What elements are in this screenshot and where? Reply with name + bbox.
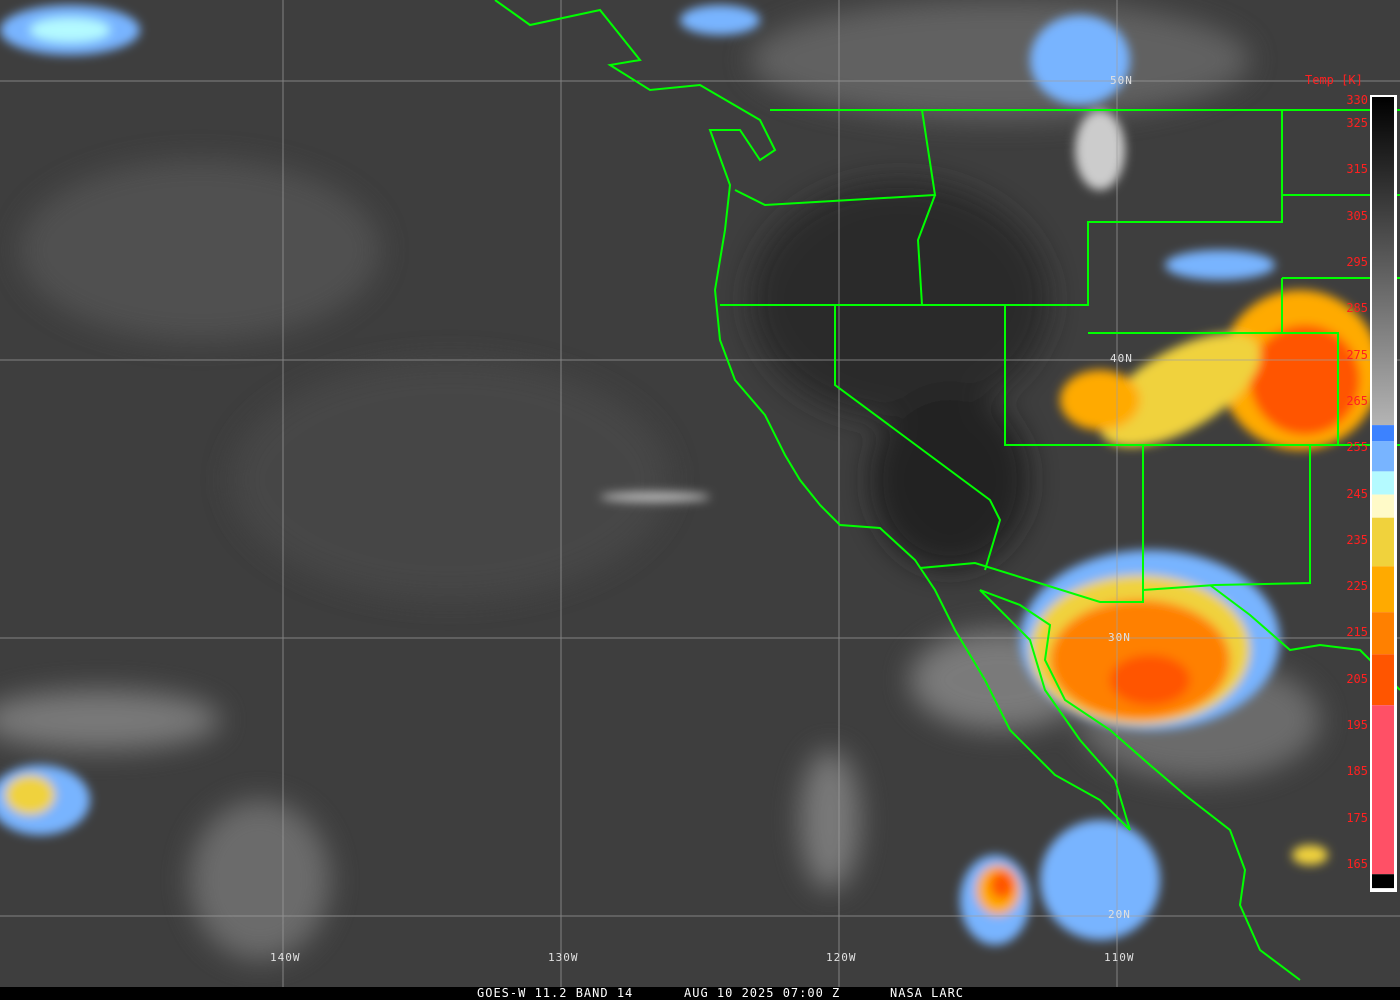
colorbar-segment xyxy=(1372,612,1394,655)
colorbar-segment xyxy=(1372,654,1394,706)
colorbar-tick-label: 225 xyxy=(1346,579,1368,594)
footer-bar: GOES-W 11.2 BAND 14 AUG 10 2025 07:00 Z … xyxy=(0,987,1400,1000)
colorbar-tick-label: 325 xyxy=(1346,116,1368,131)
lat-label-20n: 20N xyxy=(1108,908,1131,921)
datetime-label: AUG 10 2025 07:00 Z xyxy=(684,986,841,1000)
colorbar-tick-label: 255 xyxy=(1346,440,1368,455)
lon-label-110w: 110W xyxy=(1104,951,1135,964)
colorbar-tick-label: 275 xyxy=(1346,347,1368,362)
satellite-band-label: GOES-W 11.2 BAND 14 xyxy=(477,986,634,1000)
colorbar-segment xyxy=(1372,97,1394,426)
colorbar-tick-label: 330 xyxy=(1346,93,1368,107)
lat-label-30n: 30N xyxy=(1108,631,1131,644)
colorbar-tick-label: 265 xyxy=(1346,393,1368,408)
source-label: NASA LARC xyxy=(890,986,965,1000)
colorbar-title: Temp [K] xyxy=(1305,73,1363,87)
colorbar-segment xyxy=(1372,705,1394,875)
colorbar-segment xyxy=(1372,517,1394,567)
lon-label-120w: 120W xyxy=(826,951,857,964)
colorbar-tick-label: 285 xyxy=(1346,301,1368,316)
colorbar-tick-label: 185 xyxy=(1346,764,1368,779)
colorbar-tick-label: 295 xyxy=(1346,255,1368,270)
colorbar-tick-label: 165 xyxy=(1346,856,1368,871)
lon-label-130w: 130W xyxy=(548,951,579,964)
colorbar-segment xyxy=(1372,471,1394,495)
colorbar xyxy=(1370,95,1397,892)
colorbar-segment xyxy=(1372,494,1394,518)
colorbar-segment xyxy=(1372,425,1394,442)
coastline-and-borders xyxy=(494,0,1400,981)
colorbar-segment xyxy=(1372,874,1394,889)
colorbar-segment xyxy=(1372,566,1394,613)
colorbar-tick-label: 315 xyxy=(1346,162,1368,177)
colorbar-tick-label: 195 xyxy=(1346,718,1368,733)
lat-label-40n: 40N xyxy=(1110,352,1133,365)
lon-label-140w: 140W xyxy=(270,951,301,964)
colorbar-tick-label: 205 xyxy=(1346,671,1368,686)
colorbar-segment xyxy=(1372,441,1394,472)
lat-label-50n: 50N xyxy=(1110,74,1133,87)
colorbar-tick-label: 215 xyxy=(1346,625,1368,640)
colorbar-tick-label: 175 xyxy=(1346,810,1368,825)
colorbar-tick-label: 245 xyxy=(1346,486,1368,501)
colorbar-tick-label: 235 xyxy=(1346,532,1368,547)
colorbar-tick-label: 305 xyxy=(1346,208,1368,223)
